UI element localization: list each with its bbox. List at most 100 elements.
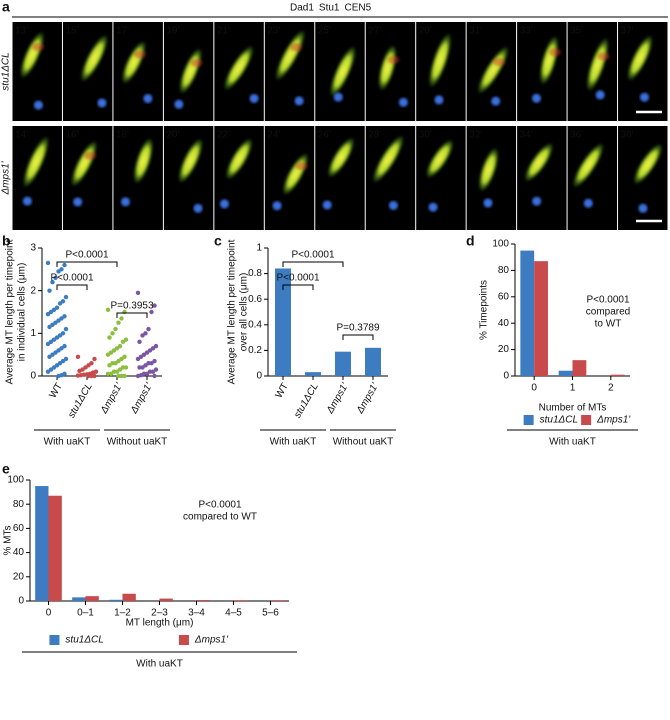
bar bbox=[520, 250, 535, 376]
kinetochore bbox=[33, 100, 43, 110]
x-tick-label: 1 bbox=[570, 383, 576, 394]
data-point bbox=[135, 356, 141, 362]
spindle bbox=[80, 35, 108, 82]
legend-swatch bbox=[581, 415, 592, 425]
data-point bbox=[105, 307, 111, 313]
group-label: With uaKT bbox=[270, 437, 317, 448]
bar bbox=[122, 593, 136, 601]
stu1-signal bbox=[387, 55, 400, 64]
data-point bbox=[77, 368, 82, 374]
micrograph bbox=[517, 126, 567, 230]
x-tick-label: stu1ΔCL bbox=[292, 381, 321, 420]
data-point bbox=[137, 339, 142, 345]
y-tick-label: 80 bbox=[498, 265, 510, 276]
kinetochore bbox=[219, 199, 229, 209]
x-tick-label: WT bbox=[48, 381, 65, 400]
data-point bbox=[45, 260, 51, 266]
bar bbox=[365, 347, 381, 376]
p-value: P=0.3953 bbox=[110, 301, 154, 312]
data-point bbox=[152, 303, 157, 308]
time-label: 25' bbox=[318, 26, 331, 37]
x-tick-label: 2–3 bbox=[151, 608, 168, 619]
spindle bbox=[524, 143, 553, 182]
y-tick-label: 0 bbox=[503, 371, 509, 382]
y-tick-label: 2 bbox=[30, 285, 36, 296]
bar bbox=[159, 598, 173, 601]
panel-label: d bbox=[466, 233, 475, 249]
kinetochore bbox=[483, 198, 493, 208]
x-tick-label: 5–6 bbox=[262, 608, 279, 619]
kinetochore bbox=[583, 198, 593, 208]
x-tick-label: 1–2 bbox=[114, 608, 131, 619]
y-tick-label: 60 bbox=[13, 523, 25, 534]
kinetochore bbox=[22, 196, 32, 206]
time-label: 18' bbox=[116, 130, 129, 141]
data-point bbox=[75, 354, 81, 359]
time-label: 16' bbox=[65, 130, 78, 141]
data-point bbox=[47, 354, 52, 359]
legend-label: Δmps1' bbox=[194, 635, 229, 646]
panel-label: c bbox=[214, 233, 222, 249]
stain-label: CEN5 bbox=[344, 3, 371, 14]
significance-bracket bbox=[282, 261, 344, 267]
panel-label: e bbox=[2, 461, 10, 477]
data-point bbox=[116, 320, 121, 325]
kinetochore bbox=[97, 98, 107, 108]
data-point bbox=[137, 365, 142, 370]
y-axis-label: % MTs bbox=[3, 526, 14, 556]
significance-bracket bbox=[56, 284, 88, 290]
time-label: 20' bbox=[166, 130, 179, 141]
micrograph bbox=[264, 22, 315, 121]
x-tick-label: Δmps1' bbox=[98, 380, 125, 416]
data-point bbox=[56, 269, 61, 274]
kinetochore bbox=[434, 95, 444, 105]
group-label: With uaKT bbox=[136, 659, 183, 670]
spindle bbox=[178, 138, 203, 183]
legend-label: stu1ΔCL bbox=[540, 415, 578, 426]
x-axis-label: MT length (μm) bbox=[126, 618, 194, 629]
p-value: P<0.0001 bbox=[65, 250, 109, 261]
kinetochore bbox=[491, 96, 501, 106]
bar bbox=[109, 599, 123, 601]
y-tick-label: 40 bbox=[498, 318, 510, 329]
data-point bbox=[86, 373, 91, 379]
time-label: 14' bbox=[15, 130, 28, 141]
y-tick-label: 0 bbox=[30, 371, 36, 382]
stain-label: Dad1 bbox=[290, 3, 314, 14]
p-value: to WT bbox=[595, 319, 622, 330]
time-label: 26' bbox=[318, 130, 331, 141]
legend-label: stu1ΔCL bbox=[65, 635, 103, 646]
data-point bbox=[50, 279, 55, 285]
stu1-signal bbox=[84, 151, 97, 160]
kinetochore bbox=[143, 94, 153, 104]
kinetochore bbox=[249, 93, 259, 103]
data-point bbox=[45, 311, 51, 317]
kinetochore bbox=[639, 92, 649, 102]
micrograph bbox=[113, 22, 163, 121]
y-tick-label: 0.6 bbox=[248, 294, 262, 305]
y-tick-label: 20 bbox=[13, 571, 25, 582]
p-value: P<0.0001 bbox=[50, 273, 94, 284]
spindle bbox=[478, 148, 499, 192]
significance-bracket bbox=[116, 312, 148, 318]
x-axis-label: Number of MTs bbox=[539, 403, 607, 414]
x-tick-label: 0 bbox=[46, 608, 52, 619]
bar bbox=[335, 351, 351, 376]
y-tick-label: 60 bbox=[498, 291, 510, 302]
data-point bbox=[53, 275, 58, 281]
panel-label: b bbox=[2, 233, 11, 249]
data-point bbox=[116, 373, 121, 379]
time-label: 23' bbox=[267, 26, 280, 37]
bar bbox=[275, 268, 291, 376]
time-label: 32' bbox=[469, 130, 482, 141]
data-point bbox=[47, 324, 52, 330]
kinetochore bbox=[174, 99, 184, 109]
y-tick-label: 100 bbox=[7, 475, 24, 486]
group-label: With uaKT bbox=[44, 437, 91, 448]
data-point bbox=[56, 373, 61, 379]
data-point bbox=[57, 301, 63, 306]
data-point bbox=[107, 335, 112, 340]
kinetochore bbox=[595, 90, 605, 100]
spindle bbox=[539, 36, 559, 85]
